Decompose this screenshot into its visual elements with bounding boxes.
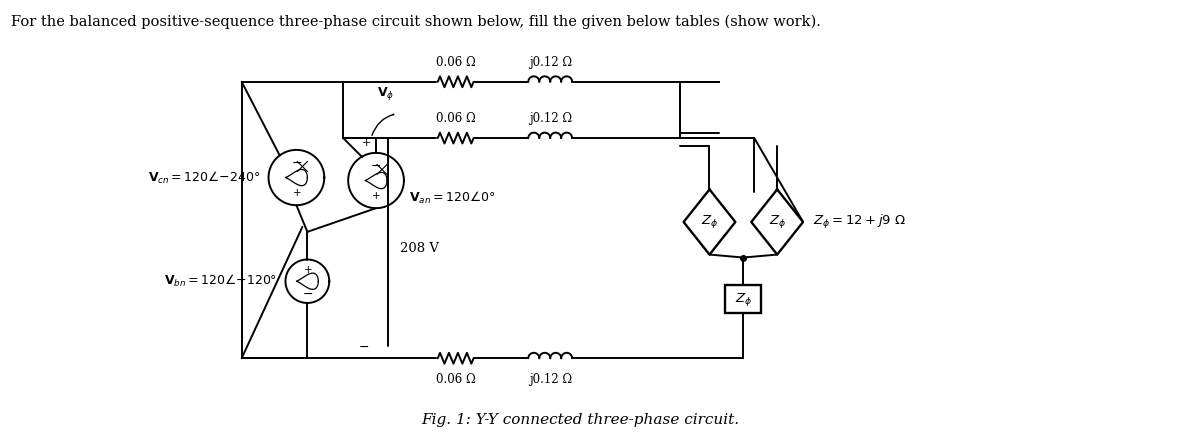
Text: $+$: $+$	[361, 137, 371, 148]
Text: 208 V: 208 V	[400, 242, 439, 255]
Text: j0.12 Ω: j0.12 Ω	[529, 56, 571, 69]
Text: 0.06 Ω: 0.06 Ω	[436, 373, 475, 386]
Text: $+$: $+$	[371, 190, 380, 201]
Text: $Z_\phi$: $Z_\phi$	[701, 213, 718, 230]
Text: 0.06 Ω: 0.06 Ω	[436, 112, 475, 125]
Text: $\mathbf{V}_{cn} = 120\angle{-240°}$: $\mathbf{V}_{cn} = 120\angle{-240°}$	[149, 169, 260, 186]
Text: $Z_\phi$: $Z_\phi$	[734, 290, 752, 308]
Text: $+$: $+$	[292, 187, 301, 198]
FancyArrowPatch shape	[372, 114, 394, 135]
Text: $-$: $-$	[358, 340, 368, 353]
Text: For the balanced positive-sequence three-phase circuit shown below, fill the giv: For the balanced positive-sequence three…	[11, 15, 821, 29]
Text: $Z_\phi$: $Z_\phi$	[768, 213, 786, 230]
Text: $\mathbf{V}_\phi$: $\mathbf{V}_\phi$	[377, 84, 395, 102]
Text: $\mathbf{V}_{an} = 120\angle{0°}$: $\mathbf{V}_{an} = 120\angle{0°}$	[409, 190, 496, 206]
Text: Fig. 1: Y-Y connected three-phase circuit.: Fig. 1: Y-Y connected three-phase circui…	[421, 413, 739, 427]
Text: $-$: $-$	[371, 159, 382, 172]
Text: $Z_\phi = 12 + j9\ \Omega$: $Z_\phi = 12 + j9\ \Omega$	[814, 213, 906, 231]
Text: $-$: $-$	[290, 156, 302, 169]
Bar	[726, 285, 761, 313]
Text: j0.12 Ω: j0.12 Ω	[529, 373, 571, 386]
Text: $-$: $-$	[301, 287, 313, 300]
Text: $+$: $+$	[302, 264, 312, 275]
Text: 0.06 Ω: 0.06 Ω	[436, 56, 475, 69]
Text: $\mathbf{V}_{bn} = 120\angle{-120°}$: $\mathbf{V}_{bn} = 120\angle{-120°}$	[164, 273, 277, 289]
Text: j0.12 Ω: j0.12 Ω	[529, 112, 571, 125]
